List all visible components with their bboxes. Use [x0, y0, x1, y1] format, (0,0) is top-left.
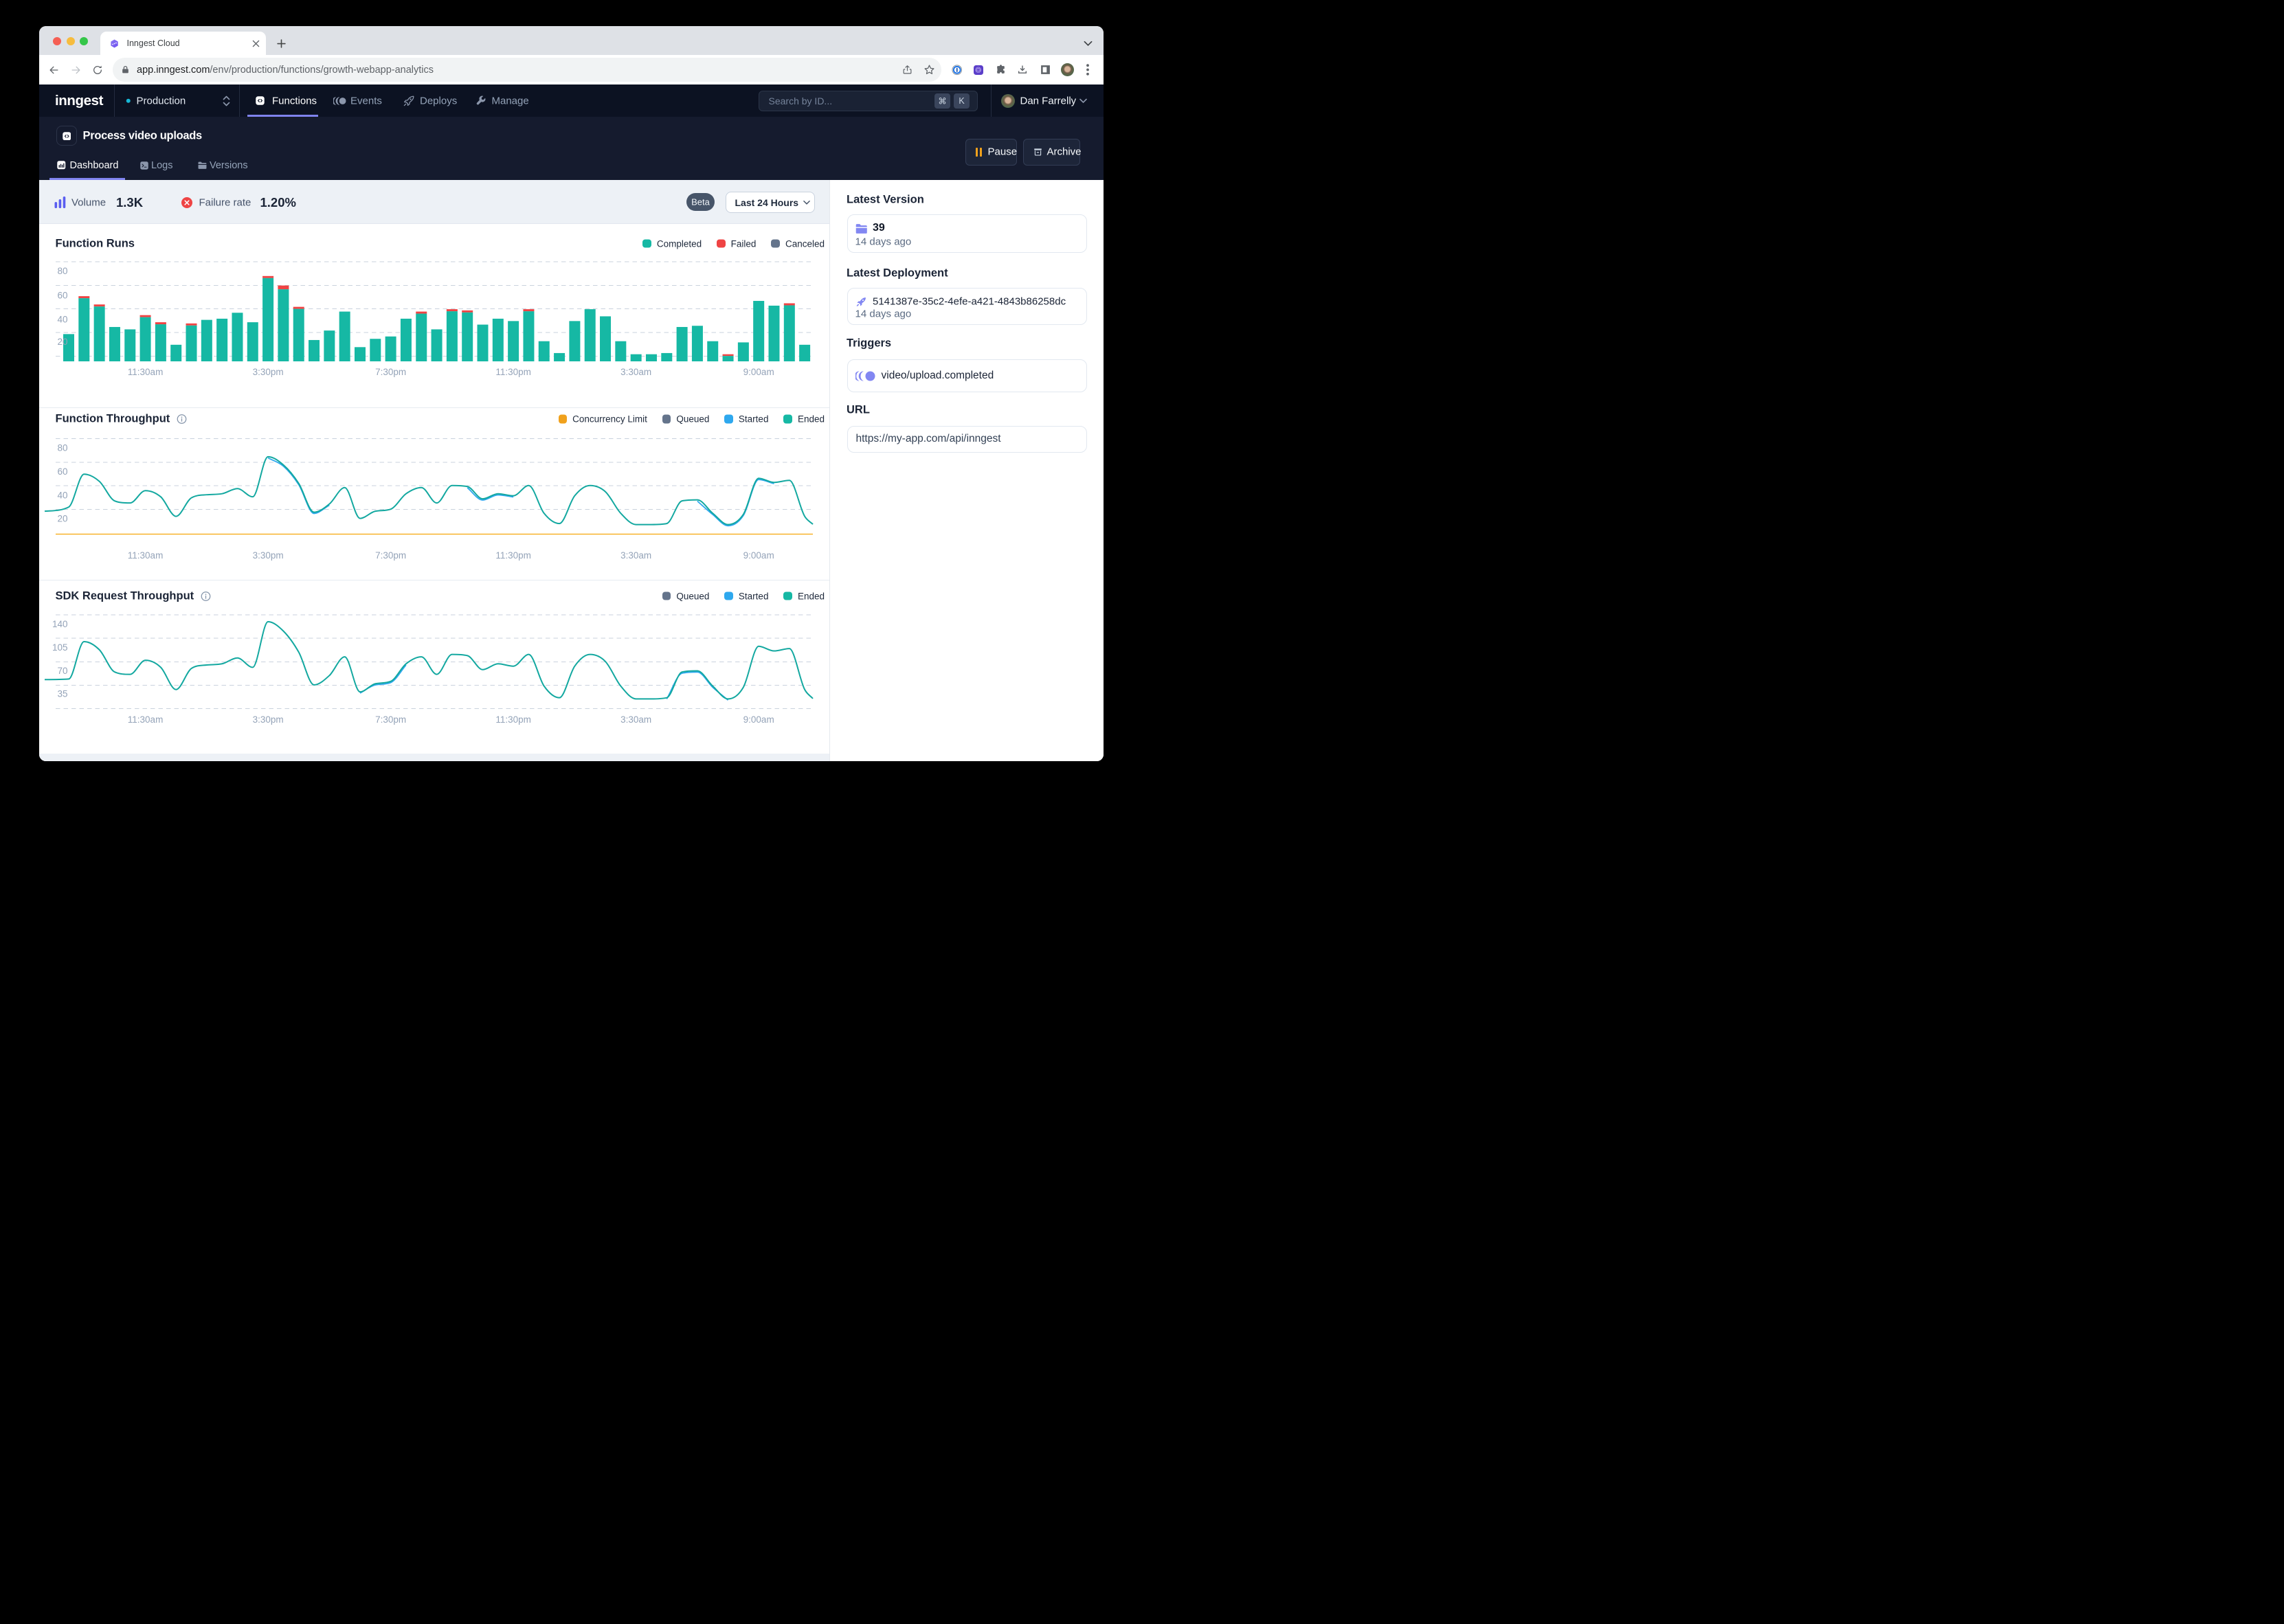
svg-text:40: 40 [57, 490, 67, 500]
svg-text:11:30pm: 11:30pm [495, 550, 531, 561]
svg-text:70: 70 [57, 666, 67, 676]
svg-text:20: 20 [57, 337, 67, 347]
svg-text:7:30pm: 7:30pm [375, 367, 406, 377]
svg-text:140: 140 [52, 619, 67, 629]
svg-text:60: 60 [57, 466, 67, 477]
svg-text:3:30pm: 3:30pm [252, 550, 283, 561]
svg-text:3:30pm: 3:30pm [252, 714, 283, 725]
svg-text:11:30am: 11:30am [127, 714, 163, 725]
svg-text:11:30pm: 11:30pm [495, 714, 531, 725]
svg-text:11:30am: 11:30am [127, 550, 163, 561]
svg-text:3:30am: 3:30am [620, 714, 651, 725]
svg-text:9:00am: 9:00am [743, 714, 774, 725]
svg-text:105: 105 [52, 642, 67, 653]
svg-text:3:30am: 3:30am [620, 550, 651, 561]
svg-text:7:30pm: 7:30pm [375, 714, 406, 725]
svg-text:11:30pm: 11:30pm [495, 367, 531, 377]
svg-text:40: 40 [57, 315, 67, 325]
svg-text:80: 80 [57, 442, 67, 453]
svg-text:80: 80 [57, 266, 67, 276]
svg-text:7:30pm: 7:30pm [375, 550, 406, 561]
svg-text:11:30am: 11:30am [127, 367, 163, 377]
svg-text:20: 20 [57, 513, 67, 523]
svg-text:9:00am: 9:00am [743, 550, 774, 561]
svg-text:35: 35 [57, 689, 67, 699]
svg-text:3:30am: 3:30am [620, 367, 651, 377]
svg-text:9:00am: 9:00am [743, 367, 774, 377]
svg-text:60: 60 [57, 291, 67, 301]
svg-text:3:30pm: 3:30pm [252, 367, 283, 377]
